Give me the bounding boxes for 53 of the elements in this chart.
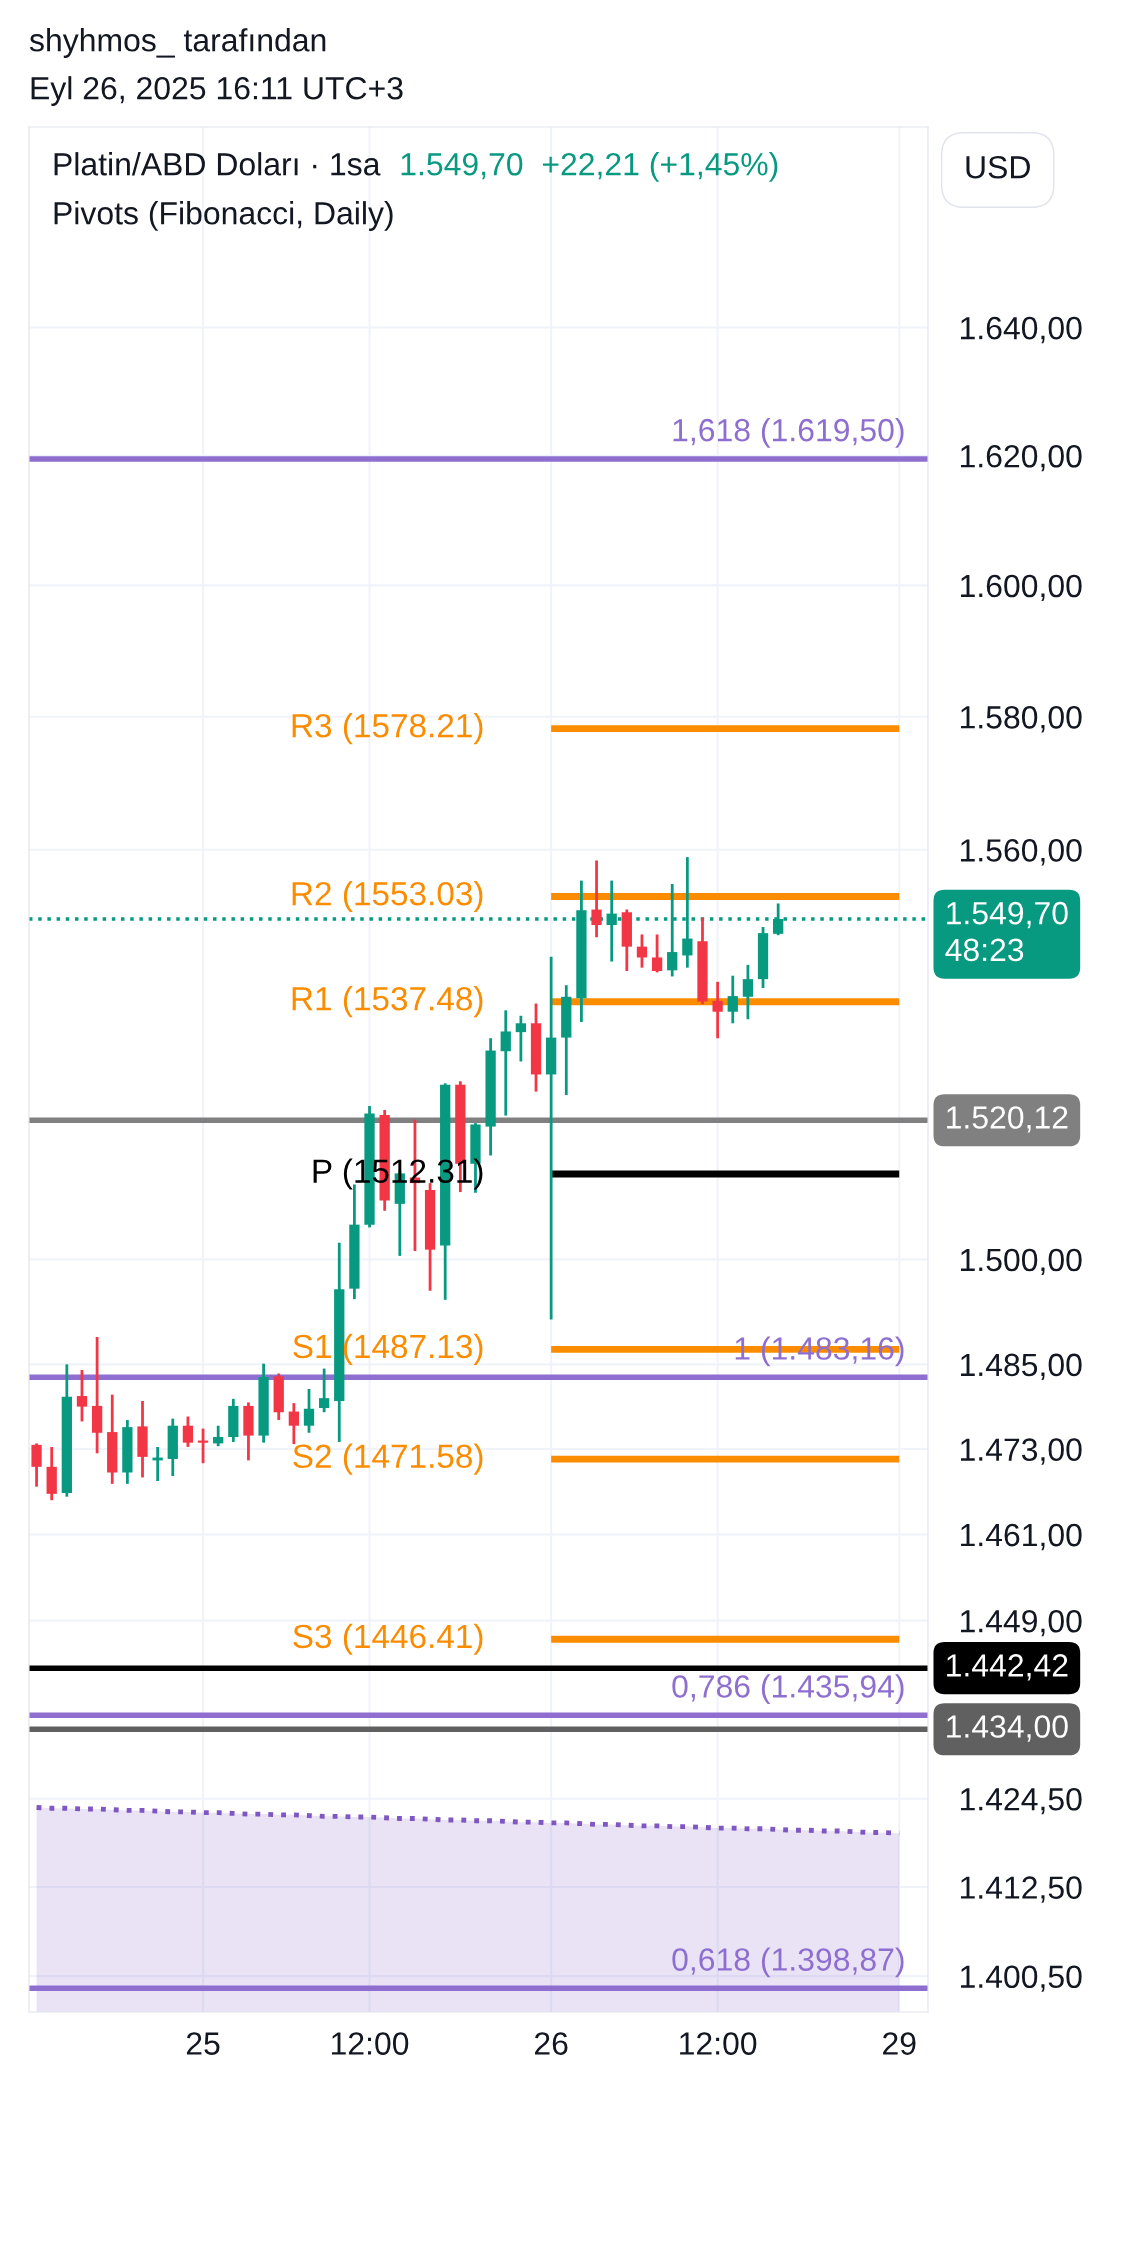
candlestick [515, 1015, 527, 1062]
y-tick-label: 1.461,00 [960, 1523, 1082, 1551]
x-tick-label: 25 [186, 2032, 220, 2055]
candlestick [500, 1010, 511, 1116]
y-tick-label: 1.473,00 [960, 1438, 1082, 1465]
candlestick [197, 1428, 209, 1464]
ref-line-label: 1.520,12 [947, 1106, 1068, 1133]
y-tick-label: 1.412,50 [960, 1876, 1082, 1903]
y-tick-label: 1.580,00 [960, 706, 1082, 733]
candlestick [182, 1416, 194, 1447]
annotation: 1.549,70 +22,21 (+1,45%) [401, 152, 778, 182]
y-tick-label: 1.500,00 [960, 1248, 1082, 1276]
candlestick [318, 1368, 330, 1413]
text: Eyl 26, 2025 16:11 UTC+3 [31, 76, 403, 106]
y-tick-label: 1.640,00 [960, 316, 1082, 344]
ref-line-label: 0,618 (1.398,87) [672, 1947, 904, 1978]
x-tick-label: 12:00 [680, 2032, 757, 2055]
candlestick [76, 1369, 88, 1422]
annotation: S1 (1487.13) [293, 1333, 483, 1365]
ref-line-label: 1.442,42 [947, 1654, 1068, 1681]
y-tick-label: 1.424,50 [960, 1787, 1082, 1815]
y-tick-label: 1.560,00 [960, 839, 1082, 866]
x-tick-label: 29 [883, 2032, 916, 2055]
y-tick-label: 1.620,00 [960, 444, 1082, 472]
candlestick [288, 1403, 299, 1445]
annotation: R1 (1537.48) [292, 986, 483, 1018]
candlestick [591, 860, 602, 938]
ref-line-label: 1,618 (1.619,50) [673, 418, 904, 448]
y-tick-label: 1.400,50 [960, 1965, 1082, 1992]
candlestick [742, 964, 754, 1020]
text: Platin/ABD Doları · 1sa [54, 152, 381, 176]
y-tick-label: 1.485,00 [960, 1353, 1082, 1381]
candlestick [546, 956, 557, 1320]
annotation: S3 (1446.41) [293, 1623, 483, 1655]
ref-line-label: 1.434,00 [947, 1715, 1068, 1742]
text: Pivots (Fibonacci, Daily) [54, 201, 393, 231]
candlestick [303, 1389, 315, 1433]
annotation: S2 (1471.58) [293, 1443, 483, 1475]
y-tick-label: 1.600,00 [960, 574, 1082, 602]
text: USD [966, 155, 1030, 179]
x-tick-label: 12:00 [332, 2032, 409, 2055]
ref-line-label: 0,786 (1.435,94) [672, 1674, 904, 1705]
candlestick [636, 934, 648, 968]
annotation: R2 (1553.03) [292, 881, 483, 913]
y-tick-label: 1.449,00 [960, 1609, 1082, 1637]
candlestick [712, 981, 723, 1039]
annotation: R3 (1578.21) [292, 713, 483, 745]
candlestick [651, 934, 663, 973]
candlestick [727, 975, 738, 1024]
x-tick-label: 26 [534, 2032, 568, 2055]
candlestick [31, 1443, 42, 1487]
ref-line-label: 1.549,70 48:23 [945, 901, 1068, 962]
text: shyhmos_ tarafından [29, 28, 326, 58]
